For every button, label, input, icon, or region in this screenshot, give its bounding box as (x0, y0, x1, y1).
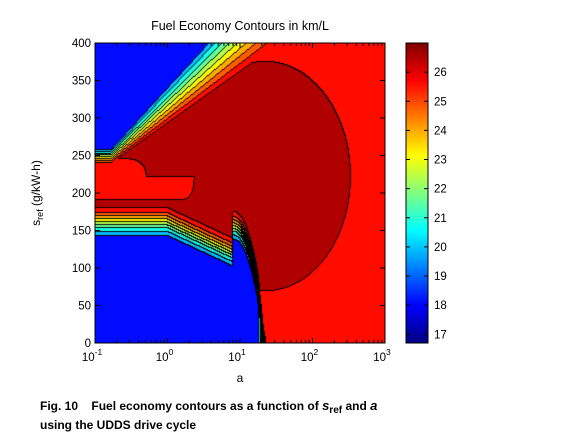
y-tick-label: 50 (78, 301, 91, 313)
colorbar-tick-label: 19 (434, 271, 447, 283)
colorbar: 17 18 19 20 21 22 23 24 25 26 (405, 42, 447, 344)
contour-plot: 10-1 100 101 102 103 0 50 100 150 200 250 300 350 40… (72, 38, 391, 364)
x-tick-label: 10-1 (82, 347, 103, 364)
colorbar-tick-label: 23 (434, 155, 447, 167)
colorbar-tick-label: 24 (434, 125, 447, 137)
colorbar-tick-label: 20 (434, 242, 447, 254)
y-tick-label: 200 (72, 188, 91, 200)
y-axis-label: sref (g/kW-h) (29, 160, 45, 226)
colorbar-gradient (406, 43, 428, 343)
x-tick-label: 103 (373, 347, 391, 364)
y-tick-label: 350 (72, 76, 91, 88)
x-tick-label: 102 (301, 347, 319, 364)
colorbar-tick-label: 18 (434, 300, 447, 312)
caption-text: and (345, 399, 367, 413)
y-tick-label: 0 (85, 338, 91, 350)
y-tick-label: 400 (72, 38, 91, 50)
x-tick-label: 100 (156, 347, 174, 364)
caption-symbol-s: sref (322, 398, 343, 416)
colorbar-tick-label: 21 (434, 213, 447, 225)
colorbar-tick-label: 22 (434, 184, 447, 196)
y-tick-label: 250 (72, 151, 91, 163)
colorbar-tick-label: 25 (434, 96, 447, 108)
caption-text: Fuel economy contours as a function of (91, 399, 319, 413)
y-tick-label: 100 (72, 263, 91, 275)
x-axis: 10-1 100 101 102 103 (82, 43, 391, 364)
y-tick-label: 150 (72, 226, 91, 238)
colorbar-ticks: 17 18 19 20 21 22 23 24 25 26 (406, 67, 447, 341)
caption-text: using the UDDS drive cycle (40, 418, 197, 432)
colorbar-frame (405, 42, 429, 344)
figure-number: Fig. 10 (40, 399, 79, 413)
figure: Fuel Economy Contours in km/L 10-1 100 101… (29, 19, 447, 385)
figure-caption: Fig. 10 Fuel economy contours as a funct… (40, 398, 560, 433)
y-axis: 0 50 100 150 200 250 300 350 400 (72, 38, 385, 350)
chart-title: Fuel Economy Contours in km/L (151, 19, 329, 33)
x-tick-label: 101 (228, 347, 246, 364)
y-tick-label: 300 (72, 113, 91, 125)
x-axis-label: a (237, 371, 244, 385)
colorbar-tick-label: 17 (434, 329, 447, 341)
contour-field (95, 43, 385, 343)
caption-symbol-a: a (370, 398, 378, 413)
colorbar-tick-label: 26 (434, 67, 447, 79)
